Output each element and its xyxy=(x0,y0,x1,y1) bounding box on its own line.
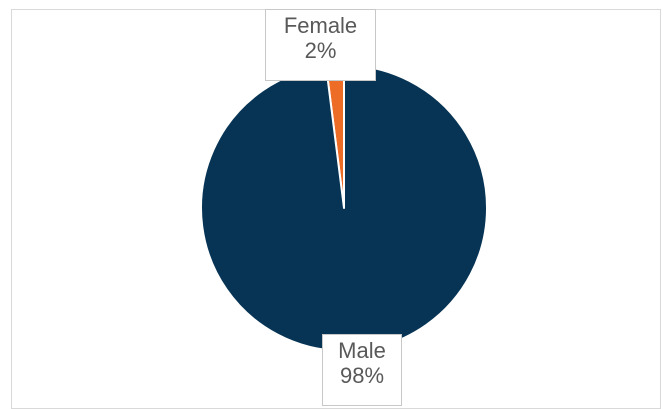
data-label-male-value: 98% xyxy=(339,363,385,388)
data-label-female-value: 2% xyxy=(304,38,337,63)
pie-slice-male xyxy=(200,64,488,352)
data-label-male-name: Male xyxy=(338,338,386,363)
data-label-female-name: Female xyxy=(283,13,358,38)
data-label-male: Male 98% xyxy=(322,334,402,406)
data-label-female: Female 2% xyxy=(265,9,376,81)
